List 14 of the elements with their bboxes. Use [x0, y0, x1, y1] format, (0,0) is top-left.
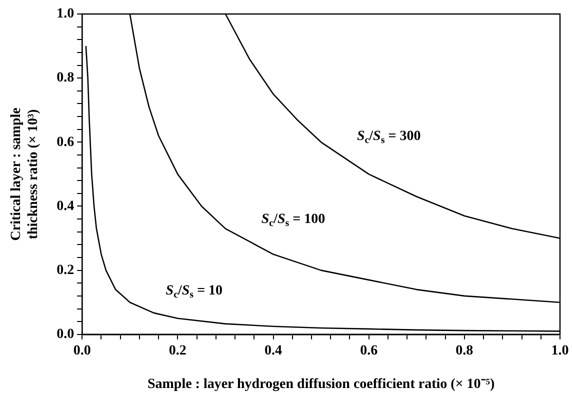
x-tick-label: 0.0	[73, 343, 91, 358]
y-tick-label: 0.4	[56, 198, 74, 214]
y-tick-label: 0.0	[56, 327, 74, 342]
x-tick-label: 0.6	[360, 343, 378, 358]
y-tick-label: 0.8	[56, 70, 74, 86]
y-axis-title: Critical layer : sample thickness ratio (× 10³)	[9, 108, 41, 241]
x-tick-label: 0.4	[264, 343, 282, 358]
y-tick-label: 0.2	[56, 262, 74, 278]
x-tick-label: 1.0	[551, 343, 569, 358]
x-tick-label: 0.2	[168, 343, 186, 358]
x-tick-label: 0.8	[456, 343, 474, 358]
y-tick-label: 0.6	[56, 134, 74, 150]
y-tick-label: 1.0	[56, 6, 74, 22]
x-axis-title: Sample : layer hydrogen diffusion coefficient ratio (× 10⁻⁵)	[147, 377, 495, 392]
